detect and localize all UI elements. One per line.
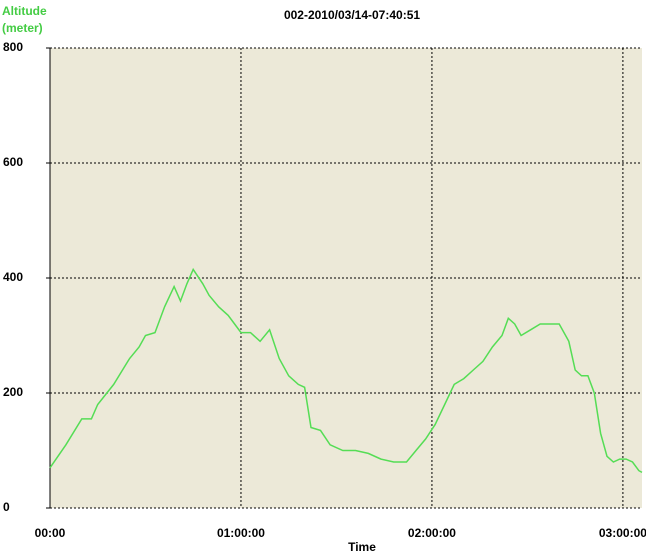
x-tick-label: 00:00 <box>35 526 66 540</box>
x-tick-label: 02:00:00 <box>408 526 456 540</box>
y-tick-label: 800 <box>3 40 23 54</box>
y-axis-label: Altitude <box>2 4 47 18</box>
y-tick-label: 600 <box>3 155 23 169</box>
x-tick-label: 03:00:00 <box>599 526 646 540</box>
x-axis-label: Time <box>348 540 376 554</box>
altitude-line <box>49 267 643 474</box>
y-tick-label: 400 <box>3 270 23 284</box>
y-tick-label: 200 <box>3 385 23 399</box>
y-tick-label: 0 <box>3 500 10 514</box>
x-tick-label: 01:00:00 <box>217 526 265 540</box>
chart-title: 002-2010/03/14-07:40:51 <box>284 8 420 22</box>
y-axis-unit: (meter) <box>2 21 43 35</box>
